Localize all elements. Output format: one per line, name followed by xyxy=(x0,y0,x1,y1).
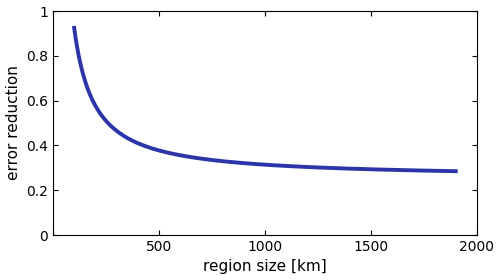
X-axis label: region size [km]: region size [km] xyxy=(203,260,327,274)
Y-axis label: error reduction: error reduction xyxy=(6,66,20,181)
